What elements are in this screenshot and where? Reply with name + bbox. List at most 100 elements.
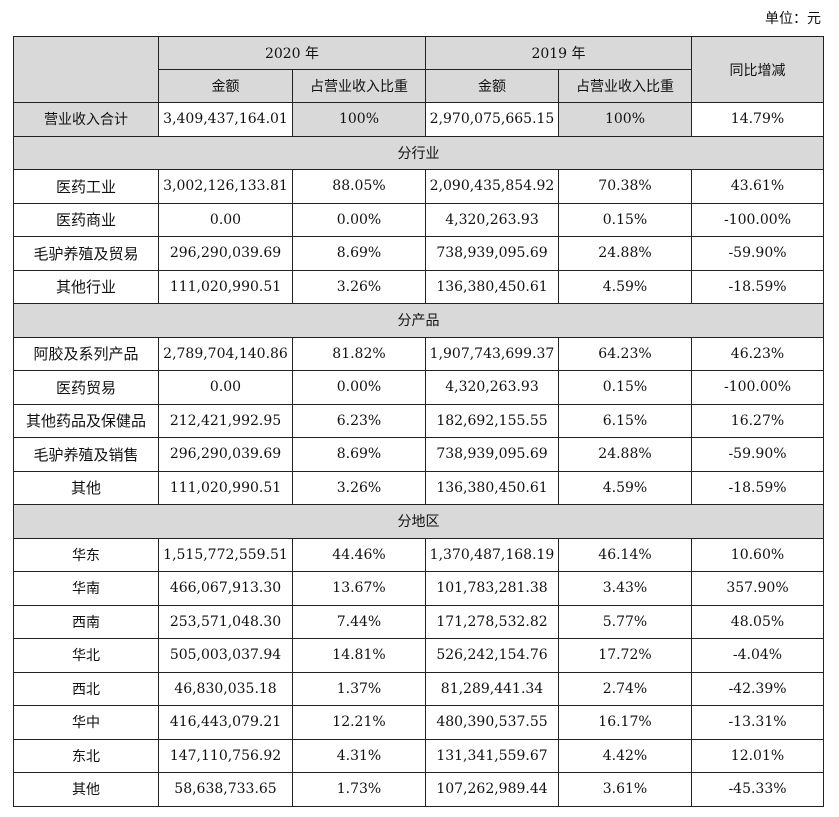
cell-yoy: -45.33%	[691, 772, 824, 807]
header-year-2019: 2019 年	[425, 36, 692, 70]
cell-ratio-2019: 46.14%	[558, 537, 692, 572]
table-row: 阿胶及系列产品 2,789,704,140.86 81.82% 1,907,743,6…	[13, 336, 824, 371]
row-label: 其他药品及保健品	[13, 403, 159, 438]
section-header-row: 分地区	[13, 504, 824, 539]
cell-ratio-2020: 6.23%	[292, 403, 426, 438]
table-row: 医药工业 3,002,126,133.81 88.05% 2,090,435,854.…	[13, 169, 824, 204]
cell-yoy: -42.39%	[691, 671, 824, 706]
table-row: 华东 1,515,772,559.51 44.46% 1,370,487,168.19…	[13, 537, 824, 572]
cell-amount-2020: 0.00	[158, 370, 293, 405]
row-label: 华中	[13, 705, 159, 740]
cell-amount-2019: 480,390,537.55	[425, 705, 559, 740]
cell-amount-2019: 136,380,450.61	[425, 269, 559, 304]
header-ratio-2019: 占营业收入比重	[558, 69, 692, 103]
row-label: 医药商业	[13, 202, 159, 237]
table-row: 西南 253,571,048.30 7.44% 171,278,532.82 5.77%…	[13, 604, 824, 639]
cell-yoy: 10.60%	[691, 537, 824, 572]
cell-ratio-2019: 3.61%	[558, 772, 692, 807]
total-row: 营业收入合计 3,409,437,164.01 100% 2,970,075,6…	[13, 102, 824, 137]
row-label: 医药工业	[13, 169, 159, 204]
row-label: 毛驴养殖及贸易	[13, 236, 159, 271]
cell-amount-2020: 147,110,756.92	[158, 738, 293, 773]
cell-ratio-2019: 0.15%	[558, 202, 692, 237]
row-label: 华东	[13, 537, 159, 572]
cell-ratio-2019: 3.43%	[558, 571, 692, 606]
row-label: 东北	[13, 738, 159, 773]
cell-ratio-2020: 7.44%	[292, 604, 426, 639]
cell-ratio-2020: 12.21%	[292, 705, 426, 740]
cell-amount-2019: 131,341,559.67	[425, 738, 559, 773]
cell-ratio-2019: 0.15%	[558, 370, 692, 405]
table-row: 西北 46,830,035.18 1.37% 81,289,441.34 2.74% -4…	[13, 671, 824, 706]
row-label: 华南	[13, 571, 159, 606]
cell-amount-2020: 111,020,990.51	[158, 269, 293, 304]
cell-amount-2020: 296,290,039.69	[158, 437, 293, 472]
cell-yoy: -18.59%	[691, 470, 824, 505]
row-label: 其他	[13, 772, 159, 807]
cell-ratio-2020: 1.73%	[292, 772, 426, 807]
table-row: 毛驴养殖及贸易 296,290,039.69 8.69% 738,939,095.69…	[13, 236, 824, 271]
cell-amount-2020: 253,571,048.30	[158, 604, 293, 639]
cell-ratio-2019: 24.88%	[558, 437, 692, 472]
cell-ratio-2019: 2.74%	[558, 671, 692, 706]
table-row: 华北 505,003,037.94 14.81% 526,242,154.76 17.7…	[13, 638, 824, 673]
unit-label: 单位：元	[765, 11, 821, 27]
cell-ratio-2020: 8.69%	[292, 236, 426, 271]
header-yoy: 同比增减	[691, 36, 824, 103]
cell-amount-2019: 171,278,532.82	[425, 604, 559, 639]
cell-amount-2020: 2,789,704,140.86	[158, 336, 293, 371]
header-amount-2020: 金额	[158, 69, 293, 103]
cell-ratio-2020: 0.00%	[292, 202, 426, 237]
cell-amount-2019: 101,783,281.38	[425, 571, 559, 606]
cell-amount-2019: 738,939,095.69	[425, 437, 559, 472]
cell-amount-2019: 2,090,435,854.92	[425, 169, 559, 204]
cell-ratio-2020: 4.31%	[292, 738, 426, 773]
cell-ratio-2019: 4.59%	[558, 269, 692, 304]
table-row: 医药贸易 0.00 0.00% 4,320,263.93 0.15% -100.00%	[13, 370, 824, 405]
cell-ratio-2020: 1.37%	[292, 671, 426, 706]
cell-yoy: 357.90%	[691, 571, 824, 606]
table-row: 医药商业 0.00 0.00% 4,320,263.93 0.15% -100.00%	[13, 202, 824, 237]
header-ratio-2020: 占营业收入比重	[292, 69, 426, 103]
table-row: 其他 58,638,733.65 1.73% 107,262,989.44 3.61% -…	[13, 772, 824, 807]
section-header-row: 分产品	[13, 303, 824, 338]
cell-ratio-2019: 16.17%	[558, 705, 692, 740]
cell-amount-2019: 4,320,263.93	[425, 370, 559, 405]
cell-amount-2020: 505,003,037.94	[158, 638, 293, 673]
cell-amount-2019: 182,692,155.55	[425, 403, 559, 438]
section-header-row: 分行业	[13, 135, 824, 170]
cell-ratio-2020: 0.00%	[292, 370, 426, 405]
cell-amount-2020: 212,421,992.95	[158, 403, 293, 438]
cell-yoy: -100.00%	[691, 370, 824, 405]
cell-ratio-2020: 13.67%	[292, 571, 426, 606]
table-row: 其他行业 111,020,990.51 3.26% 136,380,450.61 4.5…	[13, 269, 824, 304]
cell-ratio-2020: 8.69%	[292, 437, 426, 472]
cell-ratio-2019: 5.77%	[558, 604, 692, 639]
cell-amount-2020: 3,409,437,164.01	[158, 102, 293, 137]
cell-ratio-2019: 70.38%	[558, 169, 692, 204]
cell-amount-2019: 81,289,441.34	[425, 671, 559, 706]
header-amount-2019: 金额	[425, 69, 559, 103]
cell-yoy: -13.31%	[691, 705, 824, 740]
cell-amount-2019: 526,242,154.76	[425, 638, 559, 673]
cell-yoy: -18.59%	[691, 269, 824, 304]
cell-amount-2020: 416,443,079.21	[158, 705, 293, 740]
cell-yoy: 48.05%	[691, 604, 824, 639]
cell-amount-2020: 3,002,126,133.81	[158, 169, 293, 204]
table-row: 毛驴养殖及销售 296,290,039.69 8.69% 738,939,095.69…	[13, 437, 824, 472]
cell-ratio-2019: 4.42%	[558, 738, 692, 773]
cell-yoy: 16.27%	[691, 403, 824, 438]
header-year-2020: 2020 年	[158, 36, 426, 70]
row-label: 阿胶及系列产品	[13, 336, 159, 371]
header-corner	[13, 36, 159, 103]
cell-amount-2019: 1,907,743,699.37	[425, 336, 559, 371]
table-row: 其他药品及保健品 212,421,992.95 6.23% 182,692,155.5…	[13, 403, 824, 438]
cell-amount-2020: 1,515,772,559.51	[158, 537, 293, 572]
cell-ratio-2020: 14.81%	[292, 638, 426, 673]
cell-ratio-2020: 100%	[292, 102, 426, 137]
section-title: 分产品	[13, 303, 824, 338]
row-label: 西南	[13, 604, 159, 639]
cell-amount-2019: 107,262,989.44	[425, 772, 559, 807]
row-label: 其他行业	[13, 269, 159, 304]
cell-yoy: -59.90%	[691, 437, 824, 472]
